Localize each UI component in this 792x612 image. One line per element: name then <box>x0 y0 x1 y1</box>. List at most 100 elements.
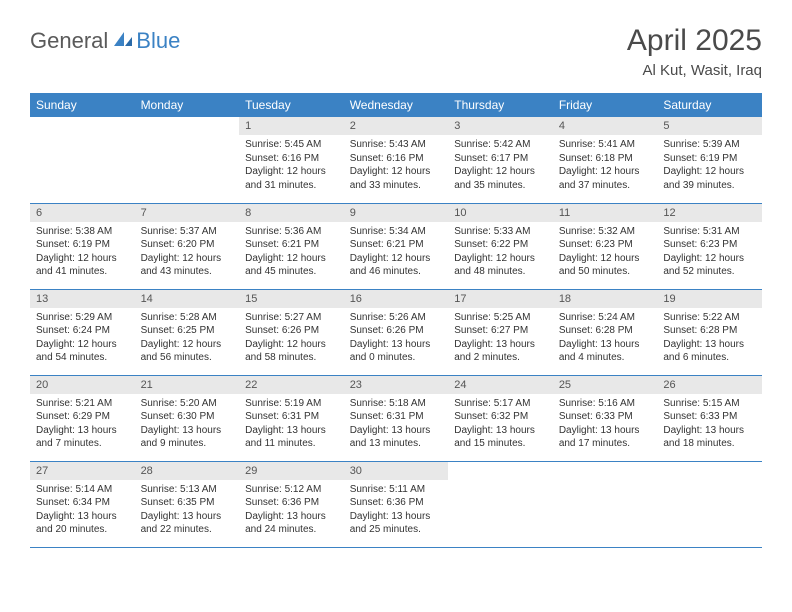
calendar-cell: 6Sunrise: 5:38 AMSunset: 6:19 PMDaylight… <box>30 203 135 289</box>
day-number: 17 <box>448 290 553 308</box>
sunrise-line: Sunrise: 5:13 AM <box>141 483 234 497</box>
weekday-header: Thursday <box>448 93 553 117</box>
calendar-header-row: SundayMondayTuesdayWednesdayThursdayFrid… <box>30 93 762 117</box>
calendar-cell: 30Sunrise: 5:11 AMSunset: 6:36 PMDayligh… <box>344 461 449 547</box>
daylight-line: Daylight: 12 hours and 33 minutes. <box>350 165 443 192</box>
day-number: 10 <box>448 204 553 222</box>
sunset-line: Sunset: 6:25 PM <box>141 324 234 338</box>
weekday-header: Sunday <box>30 93 135 117</box>
sunset-line: Sunset: 6:22 PM <box>454 238 547 252</box>
calendar-cell: 11Sunrise: 5:32 AMSunset: 6:23 PMDayligh… <box>553 203 658 289</box>
page-header: General Blue April 2025 Al Kut, Wasit, I… <box>30 24 762 79</box>
calendar-cell: 3Sunrise: 5:42 AMSunset: 6:17 PMDaylight… <box>448 117 553 203</box>
daylight-line: Daylight: 12 hours and 31 minutes. <box>245 165 338 192</box>
calendar-week-row: 20Sunrise: 5:21 AMSunset: 6:29 PMDayligh… <box>30 375 762 461</box>
daylight-line: Daylight: 12 hours and 37 minutes. <box>559 165 652 192</box>
day-details: Sunrise: 5:11 AMSunset: 6:36 PMDaylight:… <box>344 480 449 541</box>
calendar-week-row: 27Sunrise: 5:14 AMSunset: 6:34 PMDayligh… <box>30 461 762 547</box>
calendar-cell <box>553 461 658 547</box>
day-number: 19 <box>657 290 762 308</box>
calendar-cell: 1Sunrise: 5:45 AMSunset: 6:16 PMDaylight… <box>239 117 344 203</box>
sunset-line: Sunset: 6:29 PM <box>36 410 129 424</box>
sunrise-line: Sunrise: 5:31 AM <box>663 225 756 239</box>
day-details: Sunrise: 5:29 AMSunset: 6:24 PMDaylight:… <box>30 308 135 369</box>
sunset-line: Sunset: 6:31 PM <box>245 410 338 424</box>
brand-sail-icon <box>112 30 134 53</box>
day-number: 20 <box>30 376 135 394</box>
day-details: Sunrise: 5:43 AMSunset: 6:16 PMDaylight:… <box>344 135 449 196</box>
weekday-header: Saturday <box>657 93 762 117</box>
day-number: 7 <box>135 204 240 222</box>
calendar-cell: 26Sunrise: 5:15 AMSunset: 6:33 PMDayligh… <box>657 375 762 461</box>
day-number: 14 <box>135 290 240 308</box>
brand-text-general: General <box>30 28 108 54</box>
sunrise-line: Sunrise: 5:41 AM <box>559 138 652 152</box>
day-details: Sunrise: 5:21 AMSunset: 6:29 PMDaylight:… <box>30 394 135 455</box>
sunrise-line: Sunrise: 5:33 AM <box>454 225 547 239</box>
daylight-line: Daylight: 13 hours and 17 minutes. <box>559 424 652 451</box>
day-number: 12 <box>657 204 762 222</box>
day-number: 2 <box>344 117 449 135</box>
calendar-cell: 21Sunrise: 5:20 AMSunset: 6:30 PMDayligh… <box>135 375 240 461</box>
daylight-line: Daylight: 13 hours and 24 minutes. <box>245 510 338 537</box>
day-number: 16 <box>344 290 449 308</box>
calendar-cell: 27Sunrise: 5:14 AMSunset: 6:34 PMDayligh… <box>30 461 135 547</box>
sunset-line: Sunset: 6:28 PM <box>559 324 652 338</box>
calendar-cell: 12Sunrise: 5:31 AMSunset: 6:23 PMDayligh… <box>657 203 762 289</box>
calendar-cell: 9Sunrise: 5:34 AMSunset: 6:21 PMDaylight… <box>344 203 449 289</box>
weekday-header: Wednesday <box>344 93 449 117</box>
sunset-line: Sunset: 6:34 PM <box>36 496 129 510</box>
daylight-line: Daylight: 12 hours and 41 minutes. <box>36 252 129 279</box>
daylight-line: Daylight: 13 hours and 0 minutes. <box>350 338 443 365</box>
calendar-week-row: 13Sunrise: 5:29 AMSunset: 6:24 PMDayligh… <box>30 289 762 375</box>
brand-text-blue: Blue <box>136 28 180 54</box>
daylight-line: Daylight: 12 hours and 43 minutes. <box>141 252 234 279</box>
sunset-line: Sunset: 6:27 PM <box>454 324 547 338</box>
day-number: 18 <box>553 290 658 308</box>
sunrise-line: Sunrise: 5:43 AM <box>350 138 443 152</box>
day-details: Sunrise: 5:24 AMSunset: 6:28 PMDaylight:… <box>553 308 658 369</box>
sunset-line: Sunset: 6:23 PM <box>559 238 652 252</box>
day-number: 23 <box>344 376 449 394</box>
daylight-line: Daylight: 12 hours and 56 minutes. <box>141 338 234 365</box>
daylight-line: Daylight: 12 hours and 35 minutes. <box>454 165 547 192</box>
sunset-line: Sunset: 6:16 PM <box>245 152 338 166</box>
calendar-week-row: 6Sunrise: 5:38 AMSunset: 6:19 PMDaylight… <box>30 203 762 289</box>
daylight-line: Daylight: 13 hours and 15 minutes. <box>454 424 547 451</box>
day-details: Sunrise: 5:33 AMSunset: 6:22 PMDaylight:… <box>448 222 553 283</box>
sunrise-line: Sunrise: 5:14 AM <box>36 483 129 497</box>
weekday-header: Tuesday <box>239 93 344 117</box>
sunrise-line: Sunrise: 5:12 AM <box>245 483 338 497</box>
day-details: Sunrise: 5:31 AMSunset: 6:23 PMDaylight:… <box>657 222 762 283</box>
month-title: April 2025 <box>627 24 762 58</box>
calendar-cell: 15Sunrise: 5:27 AMSunset: 6:26 PMDayligh… <box>239 289 344 375</box>
daylight-line: Daylight: 13 hours and 25 minutes. <box>350 510 443 537</box>
day-details: Sunrise: 5:27 AMSunset: 6:26 PMDaylight:… <box>239 308 344 369</box>
calendar-cell: 23Sunrise: 5:18 AMSunset: 6:31 PMDayligh… <box>344 375 449 461</box>
sunset-line: Sunset: 6:16 PM <box>350 152 443 166</box>
calendar-week-row: 1Sunrise: 5:45 AMSunset: 6:16 PMDaylight… <box>30 117 762 203</box>
calendar-cell: 18Sunrise: 5:24 AMSunset: 6:28 PMDayligh… <box>553 289 658 375</box>
sunrise-line: Sunrise: 5:32 AM <box>559 225 652 239</box>
sunset-line: Sunset: 6:18 PM <box>559 152 652 166</box>
day-number: 9 <box>344 204 449 222</box>
sunrise-line: Sunrise: 5:19 AM <box>245 397 338 411</box>
calendar-cell: 17Sunrise: 5:25 AMSunset: 6:27 PMDayligh… <box>448 289 553 375</box>
sunset-line: Sunset: 6:21 PM <box>350 238 443 252</box>
sunrise-line: Sunrise: 5:15 AM <box>663 397 756 411</box>
daylight-line: Daylight: 13 hours and 20 minutes. <box>36 510 129 537</box>
brand-logo: General Blue <box>30 24 180 54</box>
daylight-line: Daylight: 12 hours and 48 minutes. <box>454 252 547 279</box>
day-details: Sunrise: 5:22 AMSunset: 6:28 PMDaylight:… <box>657 308 762 369</box>
sunset-line: Sunset: 6:36 PM <box>245 496 338 510</box>
sunset-line: Sunset: 6:35 PM <box>141 496 234 510</box>
sunset-line: Sunset: 6:23 PM <box>663 238 756 252</box>
daylight-line: Daylight: 13 hours and 6 minutes. <box>663 338 756 365</box>
calendar-cell: 20Sunrise: 5:21 AMSunset: 6:29 PMDayligh… <box>30 375 135 461</box>
sunset-line: Sunset: 6:30 PM <box>141 410 234 424</box>
sunrise-line: Sunrise: 5:34 AM <box>350 225 443 239</box>
day-number: 28 <box>135 462 240 480</box>
calendar-table: SundayMondayTuesdayWednesdayThursdayFrid… <box>30 93 762 548</box>
daylight-line: Daylight: 12 hours and 58 minutes. <box>245 338 338 365</box>
sunset-line: Sunset: 6:17 PM <box>454 152 547 166</box>
